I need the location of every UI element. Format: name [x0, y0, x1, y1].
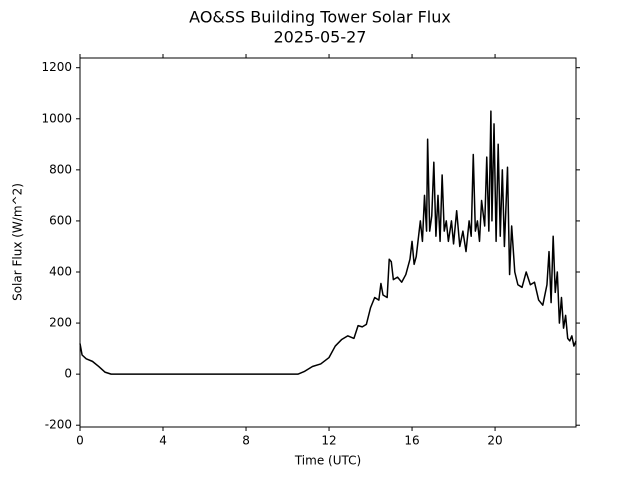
chart-subtitle: 2025-05-27: [274, 28, 367, 47]
x-tick-label: 8: [242, 434, 250, 448]
y-tick-label: 400: [49, 264, 72, 278]
y-axis-label: Solar Flux (W/m^2): [11, 183, 25, 301]
y-tick-label: 1000: [41, 111, 72, 125]
y-tick-label: 0: [64, 367, 72, 381]
x-tick-label: 4: [159, 434, 167, 448]
x-tick-label: 16: [404, 434, 419, 448]
x-tick-label: 20: [487, 434, 502, 448]
y-tick-label: 800: [49, 162, 72, 176]
chart-title: AO&SS Building Tower Solar Flux: [189, 8, 451, 27]
x-axis-label: Time (UTC): [294, 454, 361, 468]
y-tick-label: -200: [45, 418, 72, 432]
plot-frame: [79, 57, 577, 428]
y-tick-label: 600: [49, 213, 72, 227]
data-line: [79, 110, 577, 375]
x-tick-label: 0: [76, 434, 84, 448]
x-tick-label: 12: [321, 434, 336, 448]
y-tick-label: 1200: [41, 60, 72, 74]
y-tick-label: 200: [49, 316, 72, 330]
